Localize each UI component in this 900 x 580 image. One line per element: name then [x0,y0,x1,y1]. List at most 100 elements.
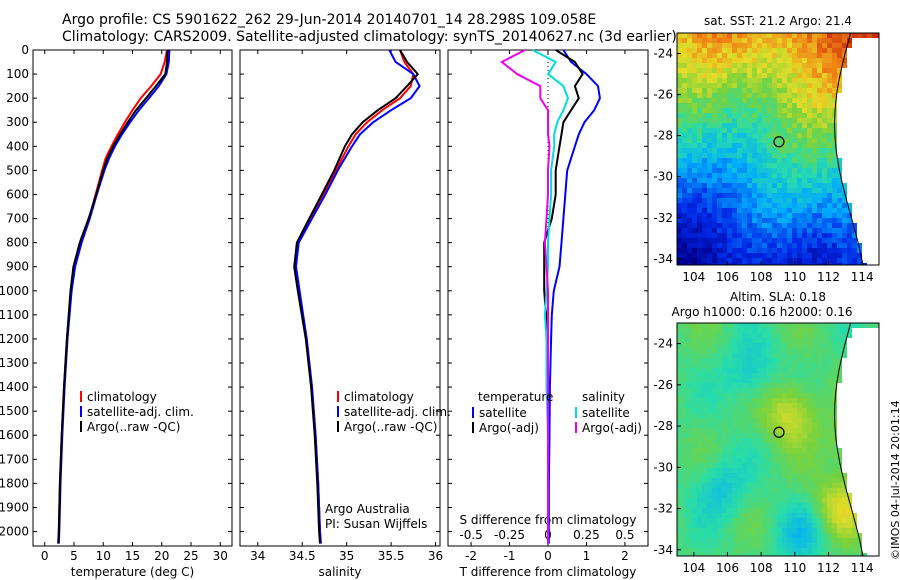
map-cell [717,398,723,404]
map-cell [767,553,773,556]
map-cell [872,198,878,204]
map-cell [687,103,693,109]
map-cell [782,218,788,224]
map-cell [767,488,773,494]
map-cell [832,523,838,529]
map-cell [842,133,848,139]
map-cell [757,538,763,544]
map-cell [802,223,808,229]
map-cell [712,158,718,164]
map-cell [832,538,838,544]
map-cell [842,498,848,504]
map-cell [827,143,833,149]
map-cell [837,63,843,69]
map-cell [782,538,788,544]
map-cell [867,203,873,209]
map-cell [822,148,828,154]
map-cell [702,418,708,424]
map-cell [707,533,713,539]
map-cell [772,248,778,254]
map-cell [867,518,873,524]
map-cell [682,98,688,104]
map-cell [757,503,763,509]
map-cell [682,488,688,494]
map-cell [757,243,763,249]
map-cell [692,513,698,519]
map-cell [832,458,838,464]
map-cell [772,338,778,344]
map-cell [702,243,708,249]
map-cell [807,133,813,139]
map-cell [842,238,848,244]
map-cell [812,33,818,39]
map-cell [687,188,693,194]
map-cell [812,123,818,129]
map-cell [842,508,848,514]
map-cell [687,83,693,89]
map-cell [747,458,753,464]
map-cell [797,73,803,79]
map-cell [772,83,778,89]
map-cell [827,158,833,164]
map-cell [857,203,863,209]
map-cell [737,158,743,164]
map-cell [872,188,878,194]
map-cell [797,103,803,109]
map-cell [782,58,788,64]
map-cell [727,243,733,249]
map-cell [827,528,833,534]
map-cell [852,493,858,499]
map-cell [872,233,878,239]
map-cell [687,258,693,264]
map-cell [792,503,798,509]
map-cell [872,138,878,144]
map-cell [687,498,693,504]
map-cell [862,58,868,64]
map-cell [717,373,723,379]
map-cell [717,183,723,189]
map-cell [722,498,728,504]
map-cell [827,413,833,419]
map-cell [757,158,763,164]
map-cell [787,488,793,494]
map-cell [727,203,733,209]
map-cell [697,348,703,354]
map-cell [692,343,698,349]
map-cell [797,233,803,239]
map-cell [827,253,833,259]
map-cell [817,103,823,109]
map-cell [707,368,713,374]
map-cell [782,148,788,154]
map-cell [817,453,823,459]
map-cell [682,493,688,499]
map-cell [707,488,713,494]
map-cell [837,53,843,59]
map-cell [782,248,788,254]
map-cell [862,183,868,189]
map-cell [822,63,828,69]
map-cell [737,188,743,194]
map-cell [797,138,803,144]
map-cell [677,348,683,354]
map-cell [747,258,753,264]
map-cell [812,398,818,404]
map-cell [842,503,848,509]
map-cell [862,333,868,339]
map-cell [777,538,783,544]
map-cell [722,543,728,549]
map-cell [747,118,753,124]
map-cell [787,473,793,479]
map-cell [832,343,838,349]
map-cell [692,348,698,354]
map-cell [787,43,793,49]
map-cell [807,438,813,444]
map-cell [837,223,843,229]
map-cell [812,263,818,265]
map-cell [702,98,708,104]
map-cell [762,243,768,249]
map-cell [742,103,748,109]
map-cell [737,338,743,344]
map-cell [732,168,738,174]
map-cell [787,458,793,464]
map-cell [732,123,738,129]
